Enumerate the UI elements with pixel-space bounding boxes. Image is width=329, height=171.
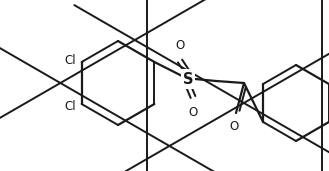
Text: O: O [175, 39, 185, 52]
Text: Cl: Cl [64, 100, 76, 113]
Text: O: O [189, 106, 198, 119]
Text: O: O [229, 120, 239, 133]
Text: Cl: Cl [64, 54, 76, 67]
Text: S: S [183, 71, 193, 87]
